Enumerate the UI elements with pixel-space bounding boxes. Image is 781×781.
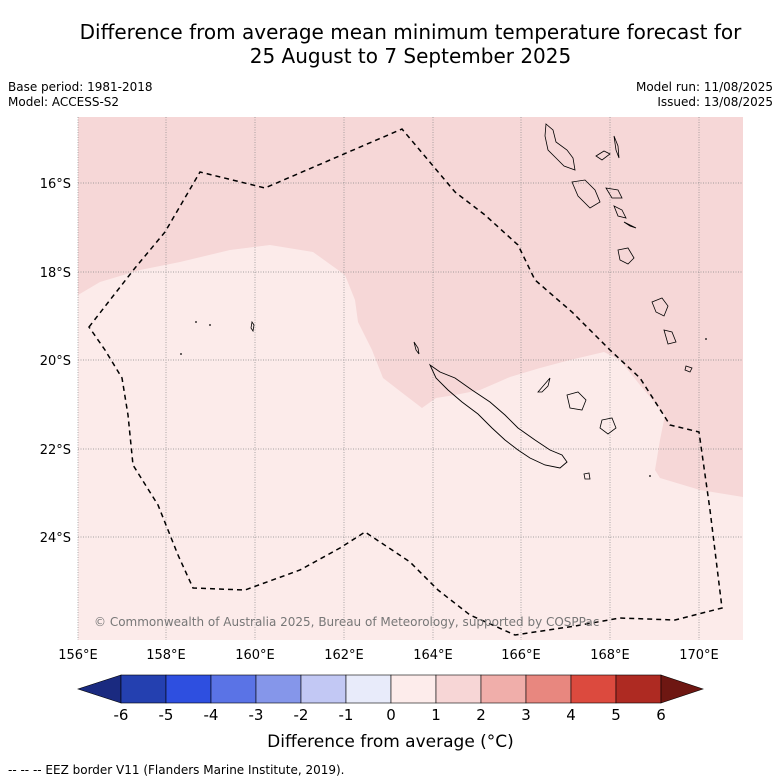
model-run: Model run: 11/08/2025 xyxy=(635,80,773,94)
chesterfield-reef xyxy=(250,320,255,333)
meta-left: Base period: 1981-2018 Model: ACCESS-S2 xyxy=(8,80,153,110)
colorbar-segment xyxy=(570,674,617,704)
colorbar-segment xyxy=(210,674,257,704)
copyright-text: © Commonwealth of Australia 2025, Bureau… xyxy=(94,615,599,629)
map-region-1-2 xyxy=(78,117,743,497)
lifou-island xyxy=(566,391,587,411)
colorbar-tick-label: 3 xyxy=(521,706,531,724)
lon-label-164e: 164°E xyxy=(413,648,453,663)
colorbar-tick-label: -6 xyxy=(114,706,129,724)
colorbar-tick-label: 6 xyxy=(656,706,666,724)
small-islet-1 xyxy=(195,321,197,323)
colorbar-segment xyxy=(480,674,527,704)
lat-label-18s: 18°S xyxy=(40,266,71,281)
colorbar-segment xyxy=(435,674,482,704)
new-caledonia-coastline xyxy=(428,363,568,469)
lon-label-156e: 156°E xyxy=(58,648,98,663)
small-islet-3 xyxy=(180,353,182,355)
lat-label-20s: 20°S xyxy=(40,354,71,369)
small-islet-5 xyxy=(705,338,707,340)
ouvea-island xyxy=(537,377,551,393)
colorbar-segment xyxy=(300,674,347,704)
colorbar-tick-label: -1 xyxy=(339,706,354,724)
colorbar-tick-label: -3 xyxy=(249,706,264,724)
colorbar-segment xyxy=(120,674,167,704)
colorbar-segment xyxy=(345,674,392,704)
eez-footer-note: -- -- -- EEZ border V11 (Flanders Marine… xyxy=(8,763,345,777)
colorbar-tick-label: -4 xyxy=(204,706,219,724)
colorbar-extend-min xyxy=(77,674,122,704)
colorbar-extend-max xyxy=(660,674,704,704)
belep-islands xyxy=(413,341,420,355)
model-name: Model: ACCESS-S2 xyxy=(8,95,120,109)
colorbar-segment xyxy=(390,674,437,704)
lon-label-160e: 160°E xyxy=(235,648,275,663)
lat-label-22s: 22°S xyxy=(40,443,71,458)
colorbar-tick-label: -2 xyxy=(294,706,309,724)
colorbar-label: Difference from average (°C) xyxy=(267,732,514,752)
colorbar-tick-label: 0 xyxy=(386,706,396,724)
lon-label-158e: 158°E xyxy=(146,648,186,663)
mare-island xyxy=(599,417,617,435)
colorbar-tick-label: 4 xyxy=(566,706,576,724)
chart-title: Difference from average mean minimum tem… xyxy=(0,20,781,68)
meta-right: Model run: 11/08/2025 Issued: 13/08/2025 xyxy=(636,80,773,110)
map-gridlines xyxy=(77,117,743,640)
lon-label-168e: 168°E xyxy=(590,648,630,663)
lon-label-170e: 170°E xyxy=(679,648,719,663)
title-line-2: 25 August to 7 September 2025 xyxy=(249,44,572,68)
base-period: Base period: 1981-2018 xyxy=(8,80,153,94)
colorbar-segment xyxy=(255,674,302,704)
issued-date: Issued: 13/08/2025 xyxy=(657,95,773,109)
colorbar-segment xyxy=(165,674,212,704)
isle-of-pines xyxy=(583,472,591,480)
lat-label-16s: 16°S xyxy=(40,177,71,192)
small-islet-4 xyxy=(649,475,651,477)
colorbar-ticks: -6 -5 -4 -3 -2 -1 0 1 2 3 4 5 6 xyxy=(114,706,666,724)
colorbar-tick-label: 1 xyxy=(431,706,441,724)
vanuatu-islands xyxy=(544,123,693,373)
small-islet-2 xyxy=(209,324,211,326)
colorbar xyxy=(77,674,704,704)
lat-label-24s: 24°S xyxy=(40,531,71,546)
colorbar-segment xyxy=(615,674,662,704)
lon-label-166e: 166°E xyxy=(501,648,541,663)
colorbar-segment xyxy=(525,674,572,704)
lon-label-162e: 162°E xyxy=(324,648,364,663)
colorbar-tick-label: 5 xyxy=(611,706,621,724)
colorbar-tick-label: 2 xyxy=(476,706,486,724)
title-line-1: Difference from average mean minimum tem… xyxy=(79,20,742,44)
colorbar-tick-label: -5 xyxy=(159,706,174,724)
